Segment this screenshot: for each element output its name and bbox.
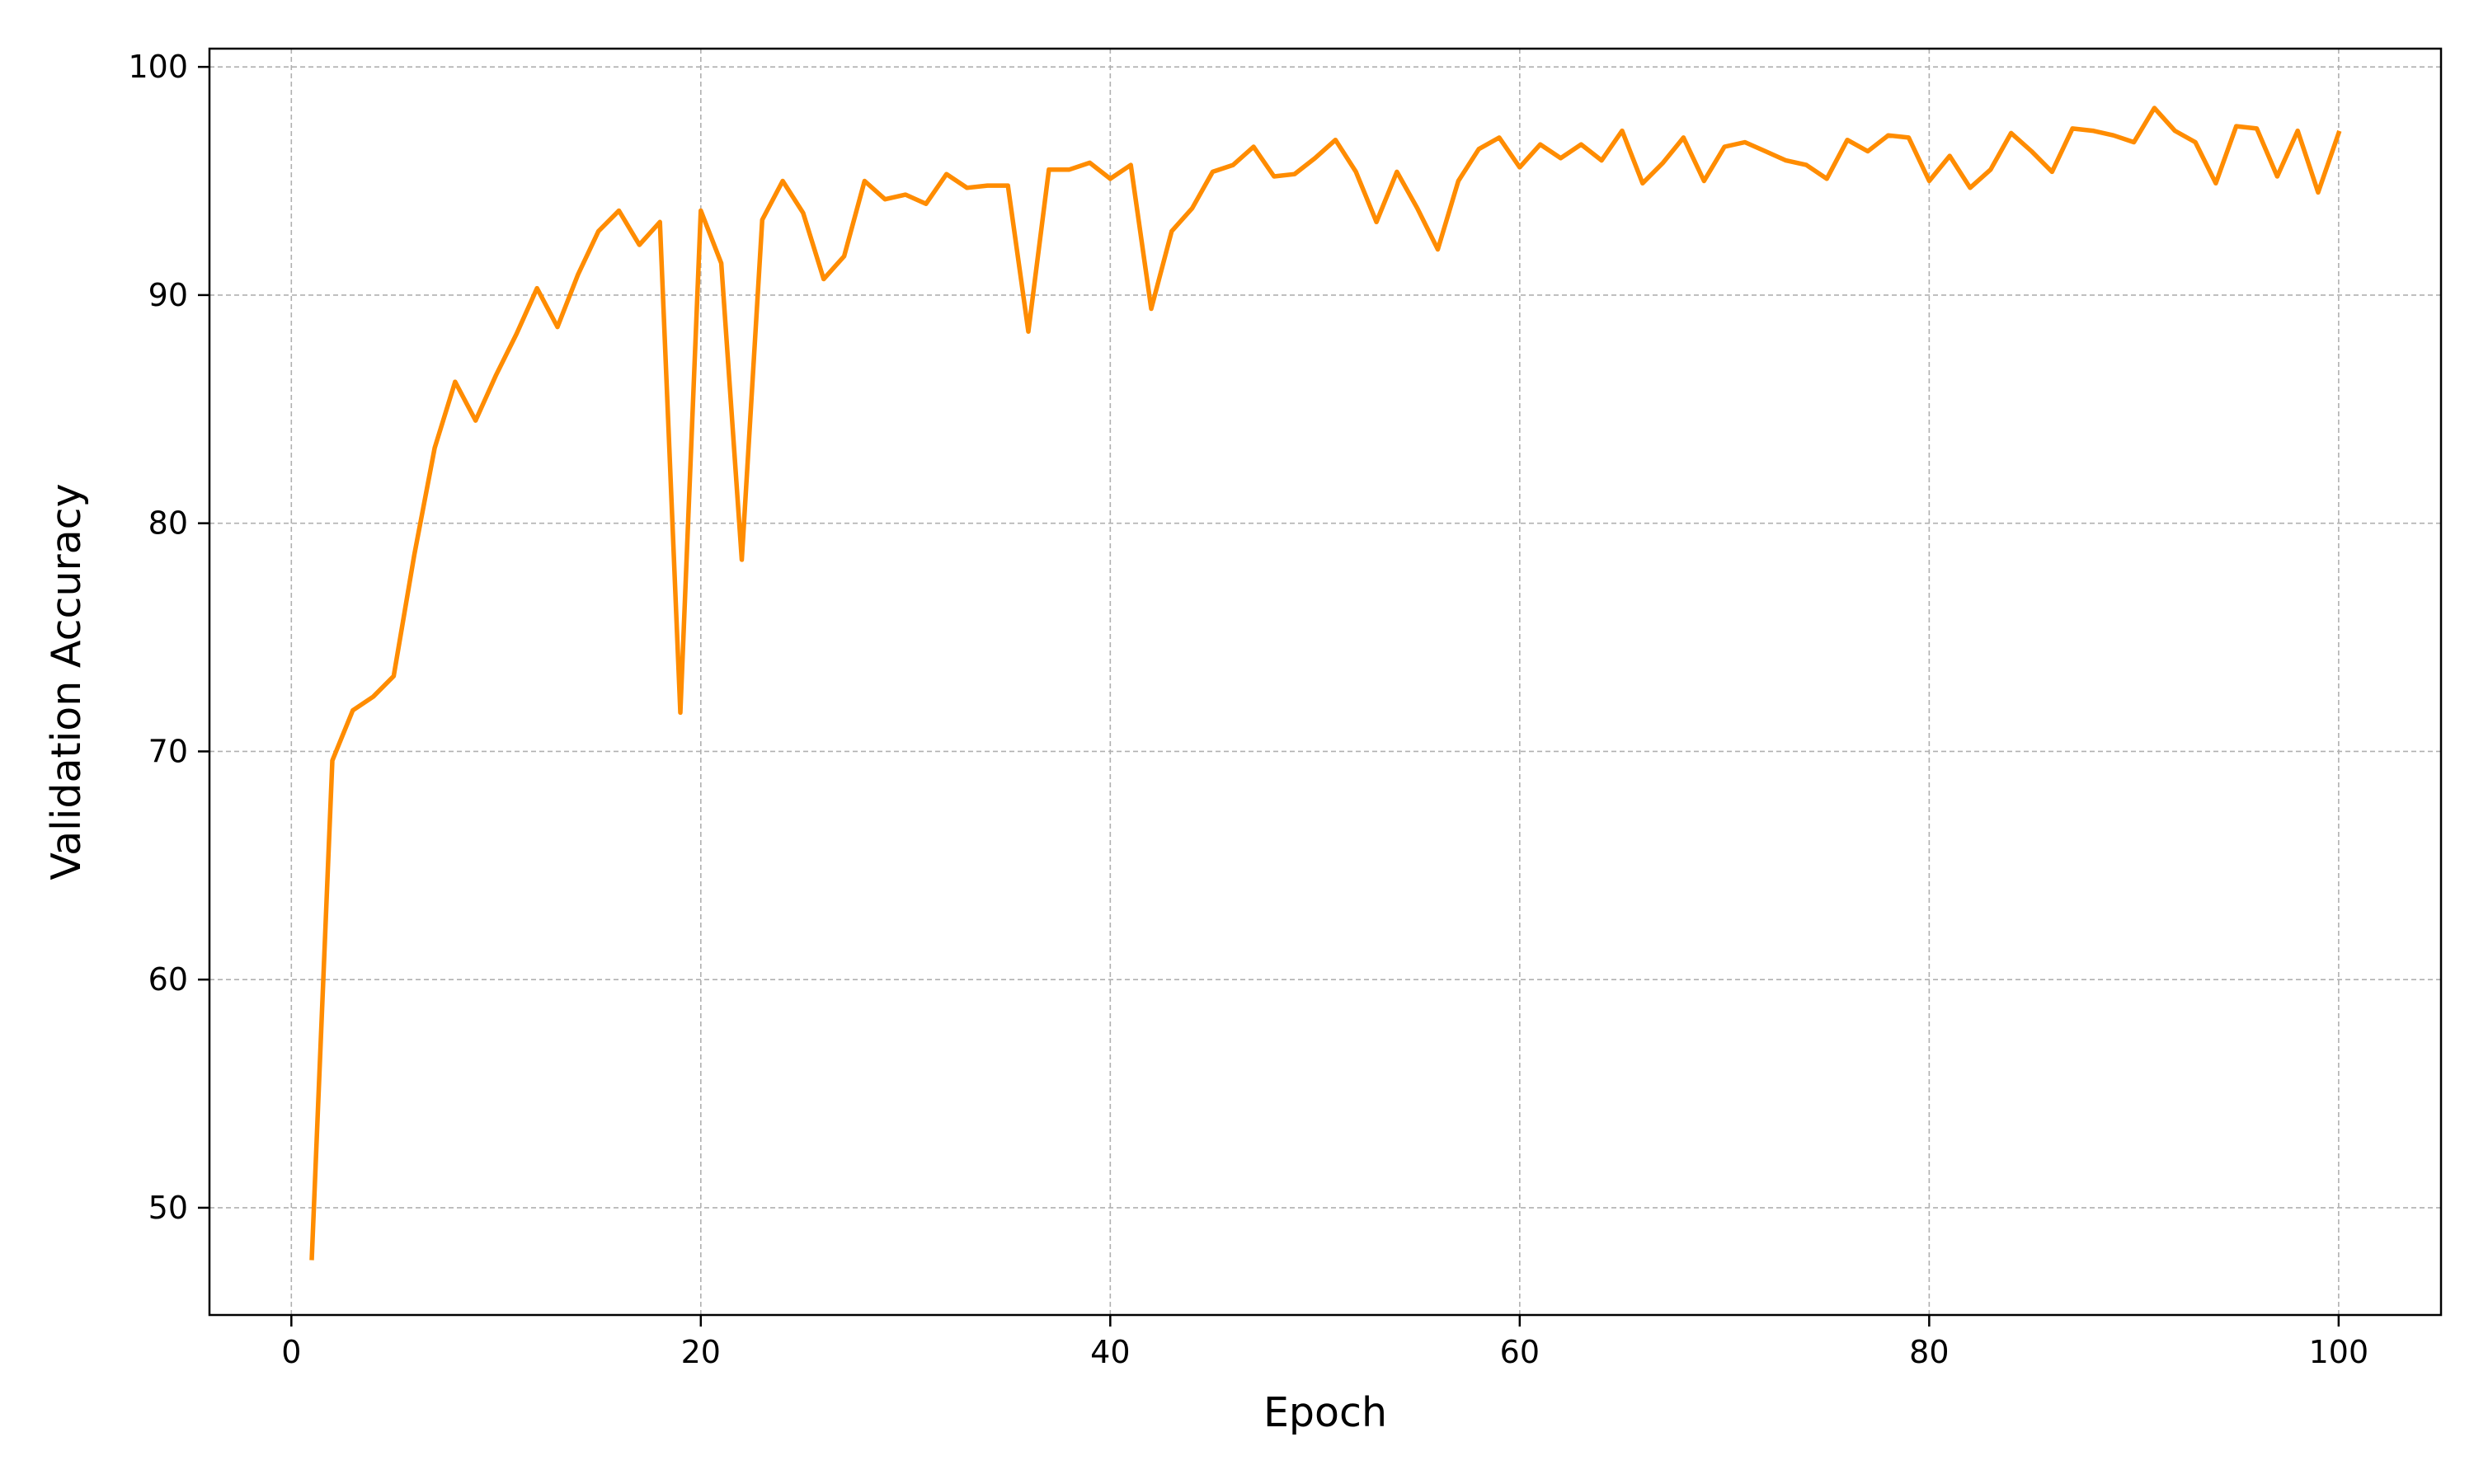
y-tick-label: 70 [148,733,188,769]
y-tick-label: 80 [148,505,188,542]
x-tick-label: 60 [1500,1334,1540,1370]
x-tick-label: 20 [681,1334,721,1370]
y-axis-label: Validation Accuracy [43,483,90,880]
y-tick-label: 50 [148,1190,188,1226]
y-tick-label: 90 [148,277,188,313]
x-tick-label: 0 [281,1334,301,1370]
plot-frame [208,47,2443,1317]
series-lines [309,106,2342,1261]
x-tick-label: 100 [2309,1334,2369,1370]
x-tick-label: 80 [1909,1334,1949,1370]
plot-area-background [209,49,2441,1315]
x-tick-label: 40 [1090,1334,1130,1370]
x-axis-label: Epoch [1263,1389,1387,1436]
y-tick-label: 60 [148,961,188,998]
y-tick-label: 100 [128,49,188,85]
grid-lines [209,49,2441,1315]
series-line-validation-accuracy [309,106,2342,1261]
axis-ticks: 0 20 40 60 80 100 50 60 70 80 90 100 [128,49,2368,1370]
